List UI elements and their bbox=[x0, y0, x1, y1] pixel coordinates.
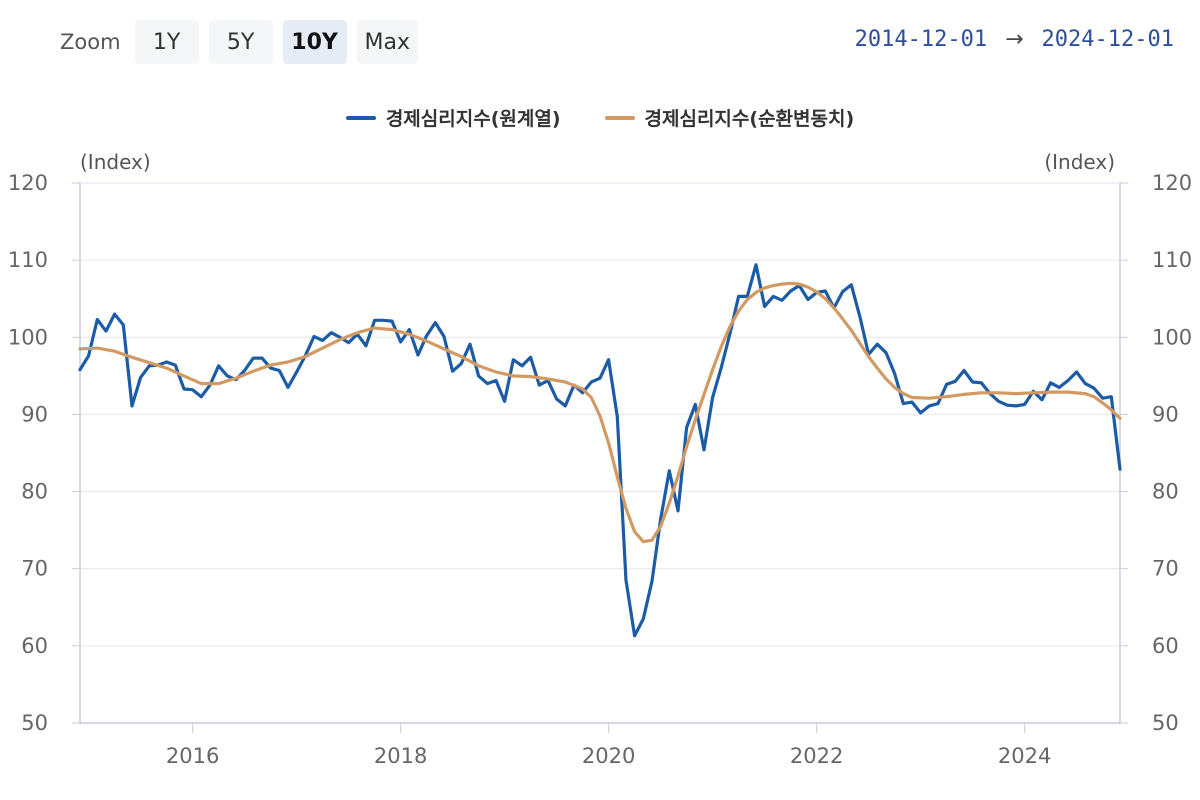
y-tick-label-left-70: 70 bbox=[21, 557, 48, 581]
zoom-bar: Zoom 1Y 5Y 10Y Max bbox=[60, 20, 419, 64]
axes bbox=[72, 182, 1128, 733]
x-tick-label-2024: 2024 bbox=[998, 744, 1051, 768]
y-axis-unit-left: (Index) bbox=[80, 150, 151, 174]
x-tick-label-2020: 2020 bbox=[582, 744, 635, 768]
series-line-original bbox=[78, 263, 1122, 638]
y-tick-label-left-110: 110 bbox=[8, 248, 48, 272]
date-range: 2014-12-01 → 2024-12-01 bbox=[855, 27, 1174, 52]
y-tick-label-right-60: 60 bbox=[1152, 634, 1179, 658]
chart-legend: 경제심리지수(원계열) 경제심리지수(순환변동치) bbox=[0, 104, 1200, 131]
range-start-date[interactable]: 2014-12-01 bbox=[854, 27, 988, 52]
y-tick-label-right-110: 110 bbox=[1152, 248, 1192, 272]
legend-label-cyclical: 경제심리지수(순환변동치) bbox=[644, 108, 855, 130]
range-arrow-icon: → bbox=[1005, 27, 1024, 52]
grid-lines bbox=[80, 182, 1120, 647]
y-tick-label-left-80: 80 bbox=[21, 480, 48, 504]
zoom-label: Zoom bbox=[60, 30, 121, 54]
y-tick-label-right-100: 100 bbox=[1152, 325, 1192, 349]
zoom-max-button[interactable]: Max bbox=[356, 20, 419, 64]
y-tick-label-left-90: 90 bbox=[21, 402, 48, 426]
y-tick-label-right-120: 120 bbox=[1152, 171, 1192, 195]
legend-item-original[interactable]: 경제심리지수(원계열) bbox=[345, 104, 561, 131]
y-tick-label-right-70: 70 bbox=[1152, 557, 1179, 581]
tick-labels: 50 50 60 60 70 70 80 80 90 90 100 100 110 110 120 120 20… bbox=[8, 171, 1192, 768]
y-axis-unit-right: (Index) bbox=[1044, 150, 1115, 174]
series-lines bbox=[78, 263, 1122, 638]
y-tick-label-left-50: 50 bbox=[21, 711, 48, 735]
x-tick-label-2018: 2018 bbox=[374, 744, 427, 768]
range-end-date[interactable]: 2024-12-01 bbox=[1041, 27, 1174, 52]
y-tick-label-left-100: 100 bbox=[8, 325, 48, 349]
x-tick-label-2016: 2016 bbox=[166, 744, 219, 768]
legend-swatch-original bbox=[345, 115, 376, 120]
y-tick-label-left-60: 60 bbox=[21, 634, 48, 658]
y-tick-label-left-120: 120 bbox=[8, 171, 48, 195]
y-tick-label-right-80: 80 bbox=[1152, 480, 1179, 504]
legend-swatch-cyclical bbox=[604, 115, 635, 120]
zoom-5y-button[interactable]: 5Y bbox=[208, 20, 273, 64]
x-tick-label-2022: 2022 bbox=[790, 744, 843, 768]
legend-label-original: 경제심리지수(원계열) bbox=[385, 108, 561, 130]
y-tick-label-right-90: 90 bbox=[1152, 402, 1179, 426]
legend-item-cyclical[interactable]: 경제심리지수(순환변동치) bbox=[604, 104, 855, 131]
y-tick-label-right-50: 50 bbox=[1152, 711, 1179, 735]
zoom-1y-button[interactable]: 1Y bbox=[134, 20, 199, 64]
zoom-10y-button[interactable]: 10Y bbox=[282, 20, 347, 64]
series-line-cyclical bbox=[78, 281, 1122, 544]
